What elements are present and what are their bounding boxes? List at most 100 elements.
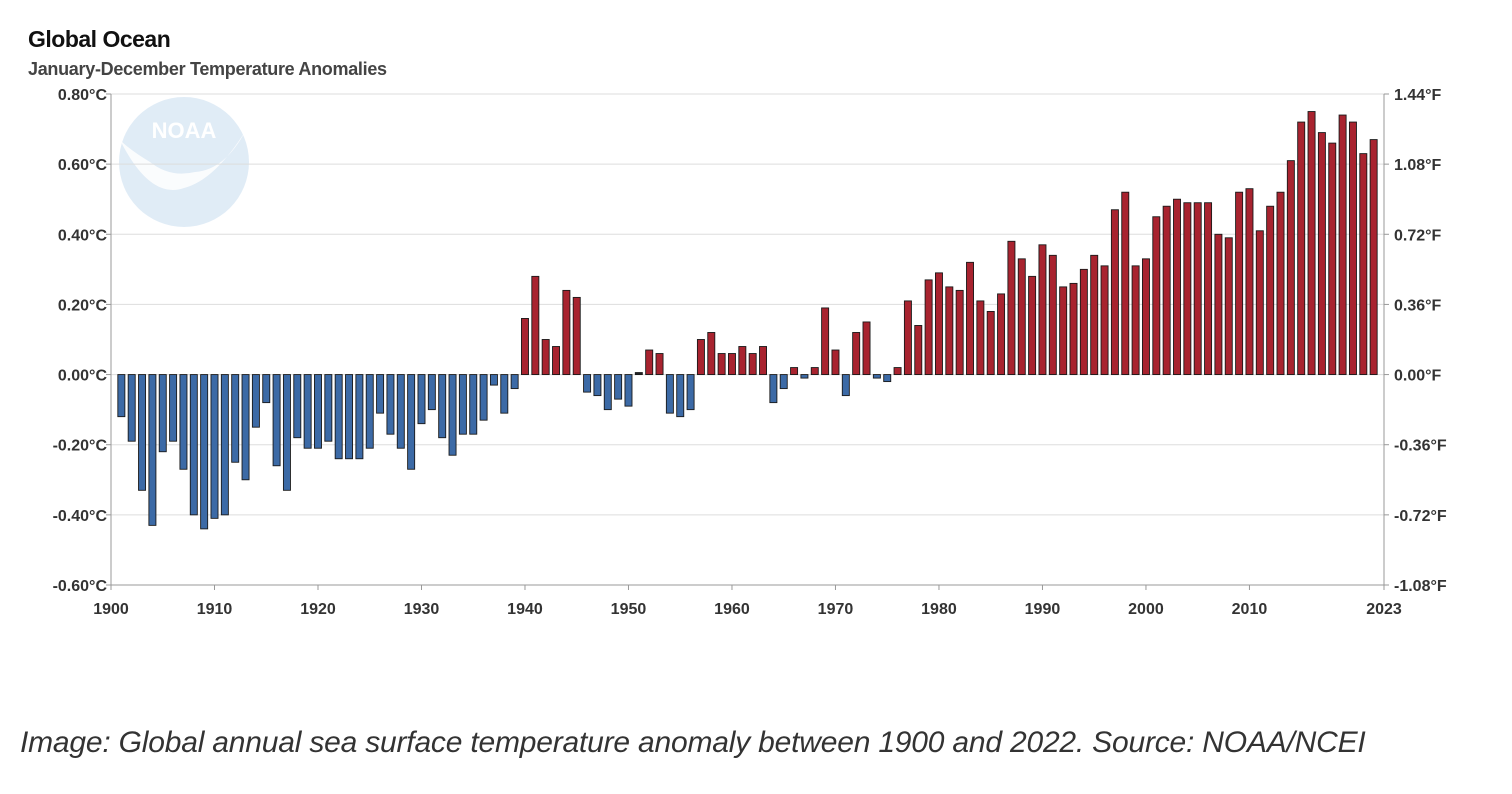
gridlines [111,93,1384,586]
bar-1998 [1121,191,1130,376]
y-tick-label-left: 0.00°C [58,368,108,385]
bars [117,111,1378,530]
bar-1967 [800,374,809,379]
bar-1925 [365,374,374,449]
bar-1960 [728,353,736,376]
bar-1961 [738,346,747,376]
bar-1972 [852,332,861,376]
y-tick-label-left: 0.80°C [58,87,108,104]
bar-1903 [138,374,147,491]
bar-1939 [510,374,519,390]
bar-2009 [1235,191,1244,376]
bar-1971 [841,374,850,397]
chart-title: Global Ocean [28,26,171,52]
bar-1947 [593,374,602,397]
bar-1929 [407,374,416,470]
bar-1965 [779,374,788,390]
bar-1914 [251,374,260,428]
bar-1951 [634,372,643,376]
bar-2016 [1307,111,1316,376]
bar-1981 [945,286,954,376]
bar-1909 [200,374,209,530]
bar-2006 [1204,202,1213,376]
bar-1927 [386,374,395,435]
bar-1977 [903,300,912,376]
bar-1922 [334,374,343,460]
bar-1966 [790,367,799,376]
x-tick-label: 2010 [1232,601,1268,618]
bar-1944 [562,289,571,376]
bar-2019 [1338,114,1347,376]
y-tick-label-right: 0.36°F [1394,297,1442,314]
chart-subtitle: January-December Temperature Anomalies [28,59,387,79]
x-tick-label: 1940 [507,601,543,618]
bar-1946 [583,374,592,393]
x-tick-label: 1950 [611,601,647,618]
x-tick-label: 1970 [818,601,854,618]
noaa-logo: NOAA [119,97,249,227]
bar-2012 [1266,205,1275,376]
bar-1990 [1038,244,1047,376]
bar-1915 [262,374,271,404]
bar-1956 [686,374,695,411]
bar-1997 [1110,209,1119,376]
bar-2005 [1193,202,1202,376]
bar-1996 [1100,265,1109,376]
bar-1933 [448,374,457,456]
y-tick-label-left: 0.40°C [58,227,108,244]
bar-1949 [614,374,623,400]
bar-1989 [1028,275,1037,376]
bar-1921 [324,374,333,442]
axes [106,93,1389,590]
y-tick-label-left: -0.60°C [53,578,108,595]
bar-2017 [1317,132,1326,376]
bar-1955 [676,374,685,418]
bar-1930 [417,374,426,425]
x-tick-label: 1900 [93,601,129,618]
bar-1957 [696,339,705,376]
bar-1920 [314,374,322,449]
bar-1962 [748,353,757,376]
bar-1940 [521,318,529,376]
bar-1912 [231,374,240,463]
noaa-logo-text: NOAA [152,118,217,143]
bar-2001 [1152,216,1161,376]
bar-1936 [479,374,488,421]
y-tick-label-left: -0.20°C [53,438,108,455]
bar-1928 [396,374,405,449]
y-tick-label-right: 1.44°F [1394,87,1442,104]
bar-1941 [531,275,540,376]
bar-1910 [210,374,219,519]
bar-1958 [707,332,716,376]
bar-2003 [1173,198,1181,376]
y-tick-label-right: 0.72°F [1394,227,1442,244]
bar-1931 [427,374,436,411]
y-tick-label-left: 0.60°C [58,157,108,174]
bar-1901 [117,374,126,418]
bar-1918 [293,374,302,439]
bar-1988 [1017,258,1026,376]
bar-2022 [1369,139,1378,376]
bar-1985 [986,310,995,376]
bar-1974 [872,374,881,379]
x-tick-label: 1930 [404,601,440,618]
bar-1991 [1048,254,1057,376]
bar-1908 [189,374,198,516]
bar-1938 [500,374,509,414]
bar-1943 [552,346,561,376]
bar-1916 [272,374,281,467]
bar-1904 [148,374,157,526]
bar-2013 [1276,191,1285,376]
bar-1969 [821,307,830,376]
bar-2014 [1286,160,1295,376]
bar-1973 [862,321,871,376]
bar-1992 [1059,286,1068,376]
y-tick-label-left: 0.20°C [58,297,108,314]
bar-1995 [1090,254,1099,376]
bar-2007 [1214,233,1223,376]
bar-1917 [282,374,291,491]
bar-2002 [1162,205,1171,376]
bar-1963 [759,346,768,376]
x-tick-label: 1920 [300,601,336,618]
bar-1937 [489,374,498,386]
